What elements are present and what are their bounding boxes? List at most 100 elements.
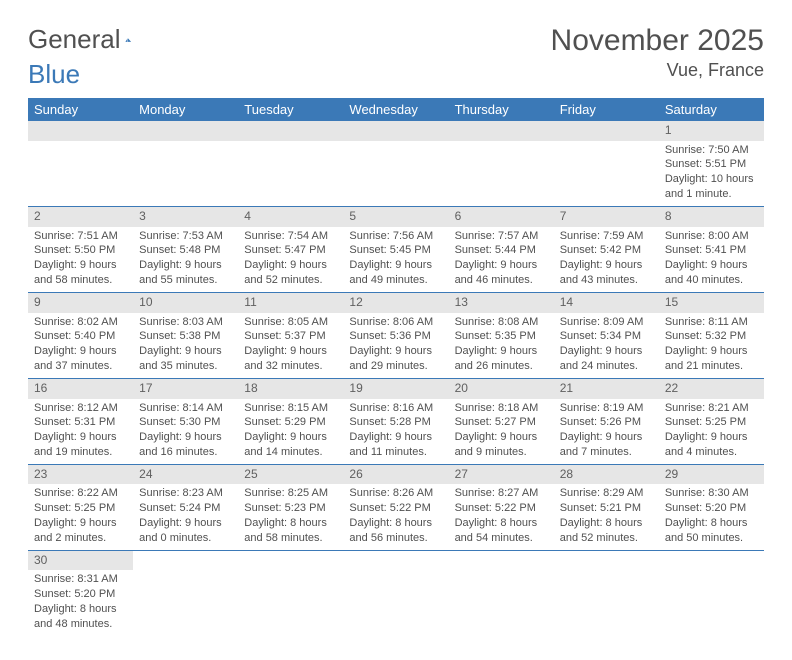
calendar-cell: 21Sunrise: 8:19 AMSunset: 5:26 PMDayligh… [554,378,659,464]
day-details: Sunrise: 8:19 AMSunset: 5:26 PMDaylight:… [554,399,659,464]
day-details: Sunrise: 8:27 AMSunset: 5:22 PMDaylight:… [449,484,554,549]
weekday-header: Sunday [28,98,133,121]
day-number: 4 [238,207,343,227]
day-number: 7 [554,207,659,227]
day-number: 17 [133,379,238,399]
day-details: Sunrise: 8:16 AMSunset: 5:28 PMDaylight:… [343,399,448,464]
calendar-cell [659,550,764,635]
day-details: Sunrise: 7:50 AMSunset: 5:51 PMDaylight:… [659,141,764,206]
calendar-cell: 4Sunrise: 7:54 AMSunset: 5:47 PMDaylight… [238,206,343,292]
day-number: 18 [238,379,343,399]
day-details: Sunrise: 8:14 AMSunset: 5:30 PMDaylight:… [133,399,238,464]
weekday-header: Thursday [449,98,554,121]
calendar-cell: 18Sunrise: 8:15 AMSunset: 5:29 PMDayligh… [238,378,343,464]
calendar-cell: 17Sunrise: 8:14 AMSunset: 5:30 PMDayligh… [133,378,238,464]
calendar-cell: 19Sunrise: 8:16 AMSunset: 5:28 PMDayligh… [343,378,448,464]
day-details: Sunrise: 8:21 AMSunset: 5:25 PMDaylight:… [659,399,764,464]
calendar-cell: 15Sunrise: 8:11 AMSunset: 5:32 PMDayligh… [659,292,764,378]
day-number: 1 [659,121,764,141]
day-details: Sunrise: 8:15 AMSunset: 5:29 PMDaylight:… [238,399,343,464]
logo-text-2: Blue [28,59,80,90]
day-number: 30 [28,551,133,571]
day-details: Sunrise: 8:26 AMSunset: 5:22 PMDaylight:… [343,484,448,549]
calendar-cell: 14Sunrise: 8:09 AMSunset: 5:34 PMDayligh… [554,292,659,378]
day-details: Sunrise: 8:11 AMSunset: 5:32 PMDaylight:… [659,313,764,378]
calendar-table: SundayMondayTuesdayWednesdayThursdayFrid… [28,98,764,636]
day-number: 9 [28,293,133,313]
day-details: Sunrise: 8:25 AMSunset: 5:23 PMDaylight:… [238,484,343,549]
day-number: 10 [133,293,238,313]
weekday-header: Friday [554,98,659,121]
day-details: Sunrise: 8:00 AMSunset: 5:41 PMDaylight:… [659,227,764,292]
calendar-cell: 10Sunrise: 8:03 AMSunset: 5:38 PMDayligh… [133,292,238,378]
calendar-cell [133,550,238,635]
calendar-cell: 25Sunrise: 8:25 AMSunset: 5:23 PMDayligh… [238,464,343,550]
calendar-cell [449,121,554,206]
day-details: Sunrise: 8:18 AMSunset: 5:27 PMDaylight:… [449,399,554,464]
day-number: 3 [133,207,238,227]
day-details: Sunrise: 8:23 AMSunset: 5:24 PMDaylight:… [133,484,238,549]
calendar-cell: 29Sunrise: 8:30 AMSunset: 5:20 PMDayligh… [659,464,764,550]
day-number: 24 [133,465,238,485]
calendar-cell: 28Sunrise: 8:29 AMSunset: 5:21 PMDayligh… [554,464,659,550]
day-details: Sunrise: 8:09 AMSunset: 5:34 PMDaylight:… [554,313,659,378]
calendar-cell [238,121,343,206]
weekday-header: Saturday [659,98,764,121]
day-number: 5 [343,207,448,227]
weekday-header: Wednesday [343,98,448,121]
weekday-header: Monday [133,98,238,121]
logo: General [28,24,163,55]
day-number: 11 [238,293,343,313]
calendar-cell: 5Sunrise: 7:56 AMSunset: 5:45 PMDaylight… [343,206,448,292]
calendar-cell: 20Sunrise: 8:18 AMSunset: 5:27 PMDayligh… [449,378,554,464]
calendar-cell [554,550,659,635]
calendar-cell: 26Sunrise: 8:26 AMSunset: 5:22 PMDayligh… [343,464,448,550]
day-number: 25 [238,465,343,485]
weekday-header: Tuesday [238,98,343,121]
day-number: 14 [554,293,659,313]
calendar-cell: 30Sunrise: 8:31 AMSunset: 5:20 PMDayligh… [28,550,133,635]
day-number: 6 [449,207,554,227]
day-number: 19 [343,379,448,399]
day-details: Sunrise: 8:30 AMSunset: 5:20 PMDaylight:… [659,484,764,549]
day-number: 27 [449,465,554,485]
location: Vue, France [551,60,764,81]
day-details: Sunrise: 8:29 AMSunset: 5:21 PMDaylight:… [554,484,659,549]
calendar-cell [554,121,659,206]
calendar-cell: 6Sunrise: 7:57 AMSunset: 5:44 PMDaylight… [449,206,554,292]
calendar-cell: 24Sunrise: 8:23 AMSunset: 5:24 PMDayligh… [133,464,238,550]
day-details: Sunrise: 7:53 AMSunset: 5:48 PMDaylight:… [133,227,238,292]
day-details: Sunrise: 7:51 AMSunset: 5:50 PMDaylight:… [28,227,133,292]
calendar-cell [343,121,448,206]
day-number: 15 [659,293,764,313]
calendar-cell [133,121,238,206]
day-details: Sunrise: 8:31 AMSunset: 5:20 PMDaylight:… [28,570,133,635]
calendar-cell: 22Sunrise: 8:21 AMSunset: 5:25 PMDayligh… [659,378,764,464]
day-details: Sunrise: 7:59 AMSunset: 5:42 PMDaylight:… [554,227,659,292]
day-number: 2 [28,207,133,227]
day-number: 16 [28,379,133,399]
day-number: 26 [343,465,448,485]
day-number: 13 [449,293,554,313]
calendar-cell: 13Sunrise: 8:08 AMSunset: 5:35 PMDayligh… [449,292,554,378]
day-number: 12 [343,293,448,313]
day-details: Sunrise: 7:57 AMSunset: 5:44 PMDaylight:… [449,227,554,292]
day-number: 28 [554,465,659,485]
day-number: 22 [659,379,764,399]
calendar-cell [449,550,554,635]
calendar-cell [28,121,133,206]
day-details: Sunrise: 8:08 AMSunset: 5:35 PMDaylight:… [449,313,554,378]
day-number: 8 [659,207,764,227]
day-number: 20 [449,379,554,399]
calendar-cell: 8Sunrise: 8:00 AMSunset: 5:41 PMDaylight… [659,206,764,292]
day-details: Sunrise: 8:05 AMSunset: 5:37 PMDaylight:… [238,313,343,378]
day-details: Sunrise: 8:03 AMSunset: 5:38 PMDaylight:… [133,313,238,378]
page-title: November 2025 [551,24,764,58]
calendar-cell: 11Sunrise: 8:05 AMSunset: 5:37 PMDayligh… [238,292,343,378]
day-details: Sunrise: 7:56 AMSunset: 5:45 PMDaylight:… [343,227,448,292]
calendar-cell: 3Sunrise: 7:53 AMSunset: 5:48 PMDaylight… [133,206,238,292]
calendar-cell: 7Sunrise: 7:59 AMSunset: 5:42 PMDaylight… [554,206,659,292]
calendar-cell [238,550,343,635]
calendar-cell: 12Sunrise: 8:06 AMSunset: 5:36 PMDayligh… [343,292,448,378]
day-details: Sunrise: 7:54 AMSunset: 5:47 PMDaylight:… [238,227,343,292]
